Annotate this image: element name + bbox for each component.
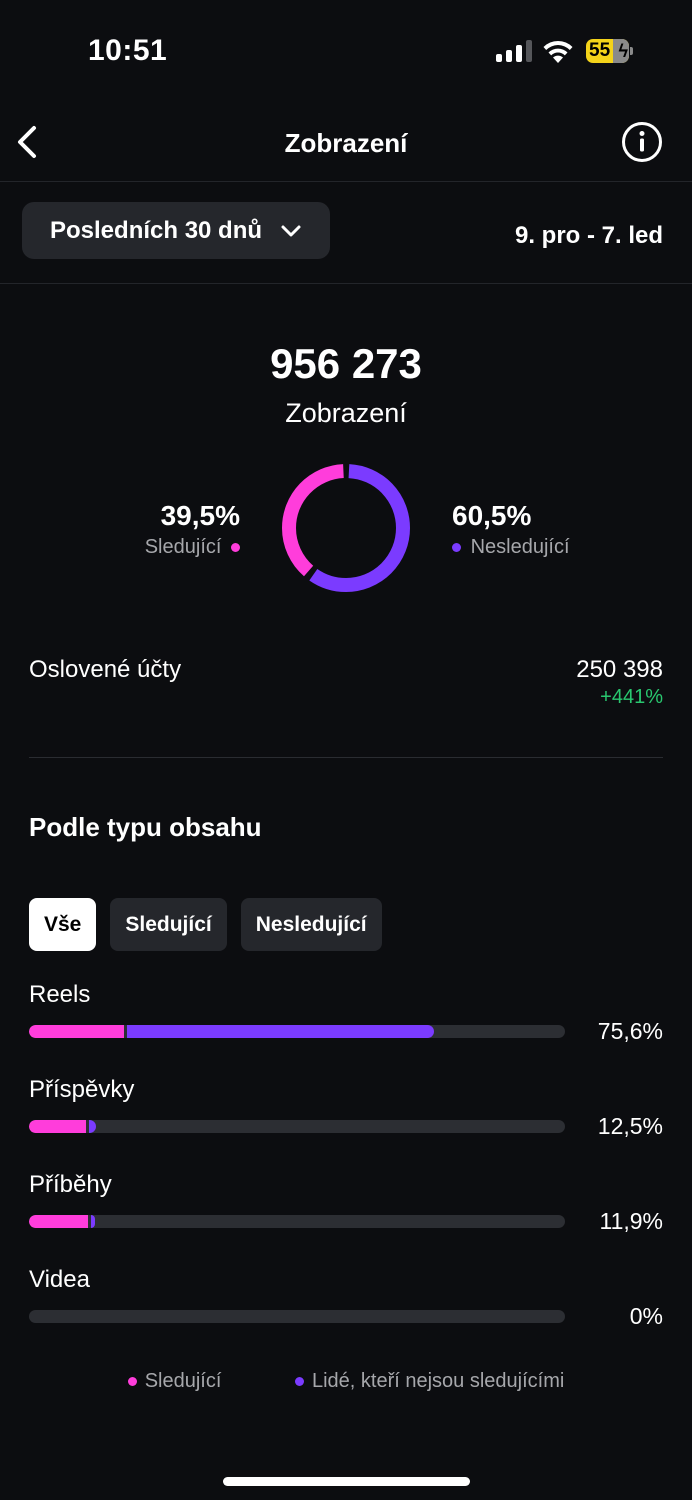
bar-non-followers [127, 1025, 435, 1038]
period-dropdown-label: Posledních 30 dnů [50, 217, 263, 244]
content-type-label: Příběhy [29, 1171, 112, 1198]
donut-segment-non-followers [282, 464, 410, 592]
info-icon[interactable] [620, 120, 664, 164]
content-type-percent: 12,5% [597, 1113, 663, 1139]
legend-item-non-followers: Lidé, kteří nejsou sledujícími [294, 1370, 565, 1393]
total-views-value: 956 273 [270, 340, 422, 387]
wifi-icon [543, 40, 573, 63]
content-type-percent: 11,9% [599, 1208, 663, 1234]
followers-dot-icon [231, 543, 240, 553]
status-bar: 10:51 55 ϟ [0, 0, 692, 100]
non-followers-stat: 60,5% Nesledující [452, 500, 570, 559]
period-bar: Posledních 30 dnů 9. pro - 7. led [0, 182, 692, 284]
reached-accounts-value: 250 398 [576, 656, 663, 683]
charging-bolt-icon: ϟ [618, 41, 628, 61]
donut-segment-followers [282, 464, 410, 592]
legend-label-followers: Sledující [144, 1370, 222, 1392]
section-title: Podle typu obsahu [29, 812, 262, 842]
bar-track [29, 1025, 565, 1038]
content-type-percent: 0% [629, 1303, 663, 1329]
content-type-label: Reels [29, 981, 91, 1008]
non-followers-dot-icon [452, 543, 461, 553]
chart-legend: Sledující Lidé, kteří nejsou sledujícími [0, 1370, 692, 1393]
status-time: 10:51 [88, 34, 168, 67]
bar-non-followers [90, 1215, 95, 1228]
content-type-percent: 75,6% [597, 1018, 663, 1044]
non-followers-dot-icon [294, 1377, 304, 1387]
total-views-label: Zobrazení [285, 398, 407, 428]
cellular-signal-icon [496, 40, 532, 62]
reached-accounts-label: Oslovené účty [29, 656, 182, 683]
filter-followers[interactable]: Sledující [110, 898, 227, 951]
date-range: 9. pro - 7. led [514, 222, 663, 249]
page-title: Zobrazení [284, 128, 408, 158]
content-row-reels: Reels 75,6% [29, 981, 663, 1051]
divider [29, 757, 663, 758]
content-type-label: Příspěvky [29, 1076, 135, 1103]
bar-followers [29, 1120, 86, 1133]
followers-stat: 39,5% Sledující [145, 500, 240, 559]
followers-label: Sledující [144, 536, 222, 558]
home-indicator[interactable] [223, 1477, 470, 1486]
filter-all[interactable]: Vše [29, 898, 97, 951]
chevron-down-icon [281, 225, 301, 237]
reached-accounts-change: +441% [600, 686, 663, 708]
non-followers-label: Nesledující [470, 536, 570, 558]
content-filter-tabs: Vše Sledující Nesledující [29, 898, 382, 951]
nav-bar: Zobrazení [0, 100, 692, 182]
content-row-stories: Příběhy 11,9% [29, 1171, 663, 1241]
bar-non-followers [88, 1120, 96, 1133]
bar-followers [29, 1025, 125, 1038]
content-type-label: Videa [29, 1266, 90, 1293]
legend-label-non-followers: Lidé, kteří nejsou sledujícími [311, 1370, 565, 1392]
battery-icon: 55 ϟ [586, 39, 634, 63]
bar-followers [29, 1215, 88, 1228]
filter-non-followers[interactable]: Nesledující [240, 898, 382, 951]
bar-track [29, 1310, 565, 1323]
period-dropdown-button[interactable]: Posledních 30 dnů [22, 202, 330, 259]
followers-percent: 39,5% [160, 500, 240, 531]
legend-item-followers: Sledující [127, 1370, 222, 1393]
content-row-posts: Příspěvky 12,5% [29, 1076, 663, 1146]
bar-track [29, 1120, 565, 1133]
battery-level: 55 [589, 40, 611, 61]
views-donut-chart [282, 464, 410, 592]
non-followers-percent: 60,5% [452, 500, 532, 531]
content-row-videos: Videa 0% [29, 1266, 663, 1336]
bar-track [29, 1215, 565, 1228]
back-arrow-icon[interactable] [12, 120, 48, 164]
followers-dot-icon [127, 1377, 137, 1387]
